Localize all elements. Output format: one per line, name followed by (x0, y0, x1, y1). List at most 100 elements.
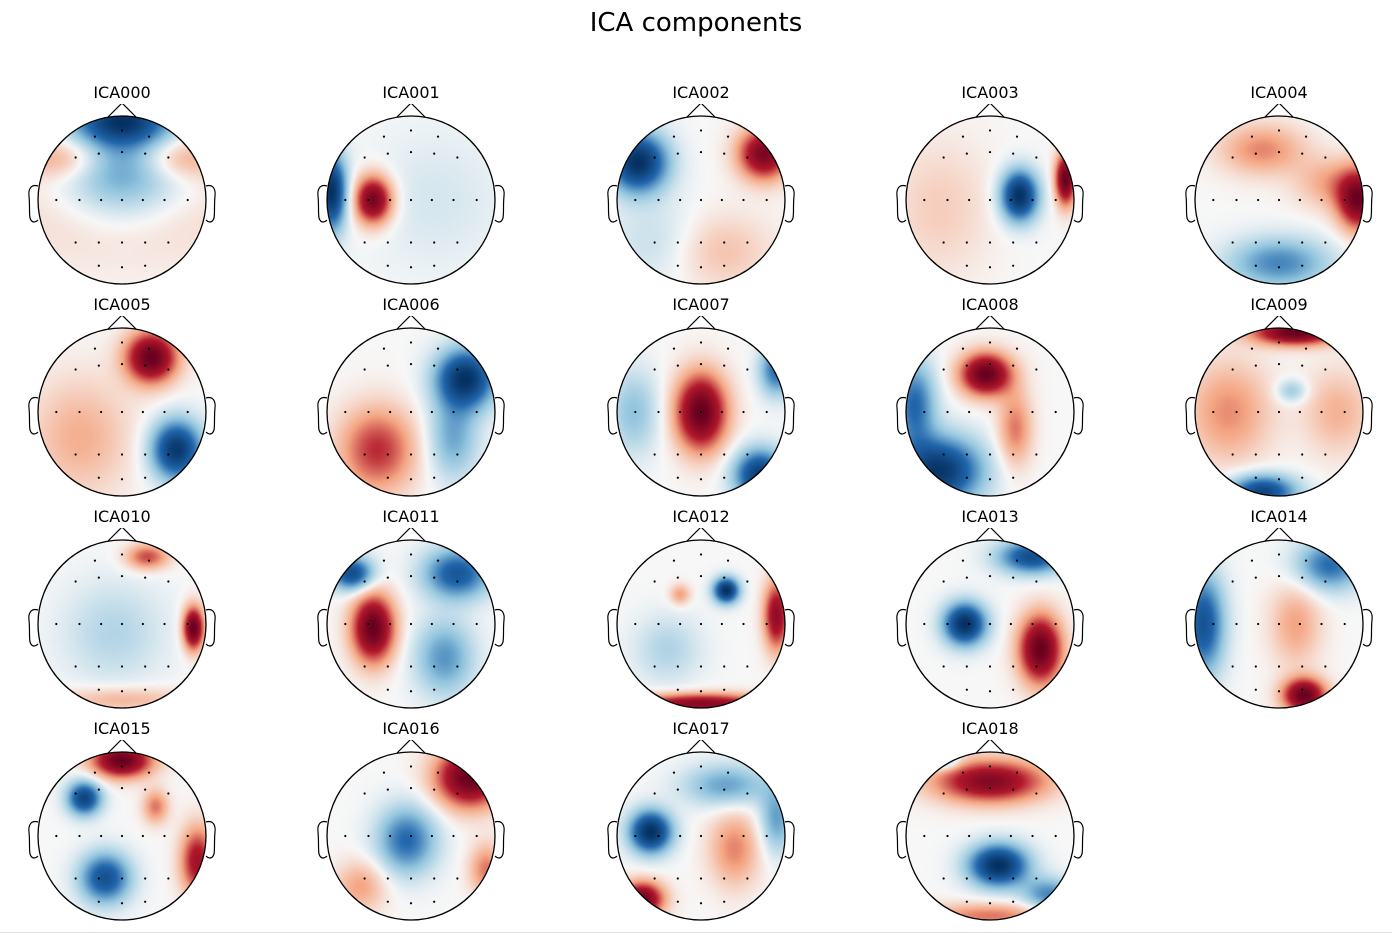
sensor-dot (120, 362, 124, 366)
sensor-dot (74, 665, 77, 668)
topomap-ica017: ICA017 (601, 720, 801, 932)
sensor-dot (942, 453, 945, 456)
nose-outline (975, 104, 1005, 118)
left-ear-outline (28, 184, 39, 223)
right-ear-outline (1073, 184, 1084, 223)
sensor-dot (97, 665, 100, 668)
topomap-ica014: ICA014 (1179, 508, 1379, 720)
topomap-plot (607, 528, 795, 709)
sensor-dot (1324, 241, 1327, 244)
sensor-dot (1298, 198, 1301, 202)
left-ear-outline (607, 608, 618, 647)
sensor-dot (965, 900, 968, 903)
sensor-dot (1054, 834, 1057, 838)
sensor-dot (78, 834, 81, 838)
topomap-title: ICA006 (382, 295, 440, 314)
sensor-dot (100, 622, 103, 626)
sensor-dot (409, 834, 413, 838)
sensor-dot (1301, 476, 1304, 479)
sensor-dot (723, 788, 726, 791)
sensor-dot (723, 264, 726, 267)
sensor-dot (433, 264, 436, 267)
sensor-dot (452, 834, 455, 838)
nose-outline (396, 104, 426, 118)
topomap-plot (1185, 104, 1373, 285)
sensor-dot (1257, 410, 1260, 414)
sensor-dot (100, 410, 103, 414)
topomap-ica009: ICA009 (1179, 296, 1379, 508)
sensor-dot (726, 135, 730, 138)
sensor-dot (167, 665, 170, 668)
sensor-dot (1054, 198, 1057, 202)
right-ear-outline (1073, 396, 1084, 435)
sensor-dot (456, 665, 459, 668)
sensor-dot (409, 665, 413, 668)
sensor-dot (1257, 198, 1260, 202)
sensor-dot (436, 771, 440, 774)
sensor-dot (1012, 576, 1015, 579)
topomap-ica005: ICA005 (22, 296, 222, 508)
sensor-dot (1324, 453, 1327, 456)
sensor-dot (1015, 771, 1019, 774)
topomap-plot (317, 528, 505, 709)
sensor-dot (456, 877, 459, 880)
sensor-dot (1015, 559, 1019, 562)
sensor-dot (120, 690, 124, 693)
right-ear-outline (1362, 184, 1373, 223)
sensor-dot (746, 368, 749, 371)
sensor-dot (1324, 368, 1327, 371)
sensor-dot (676, 900, 679, 903)
topomap-ica018: ICA018 (890, 720, 1090, 932)
sensor-dot (74, 241, 77, 244)
topomap-title: ICA011 (382, 507, 440, 526)
sensor-dot (386, 688, 389, 691)
sensor-dot (946, 198, 949, 202)
sensor-dot (1304, 559, 1308, 562)
sensor-dot (742, 834, 745, 838)
sensor-dot (144, 476, 147, 479)
sensor-dot (55, 622, 58, 626)
sensor-dot (1015, 347, 1019, 350)
sensor-dot (1035, 580, 1038, 583)
sensor-dot (965, 788, 968, 791)
nose-outline (975, 740, 1005, 754)
sensor-dot (367, 622, 370, 626)
sensor-dot (653, 241, 656, 244)
topomap-plot (896, 528, 1084, 709)
sensor-dot (74, 368, 77, 371)
sensor-dot (93, 771, 97, 774)
right-ear-outline (784, 184, 795, 223)
sensor-dot (1235, 622, 1238, 626)
sensor-dot (923, 622, 926, 626)
sensor-dot (699, 266, 703, 269)
figure-title: ICA components (589, 8, 803, 38)
sensor-dot (386, 576, 389, 579)
sensor-dot (97, 241, 100, 244)
left-ear-outline (1185, 184, 1196, 223)
sensor-dot (452, 410, 455, 414)
nose-outline (686, 740, 716, 754)
left-ear-outline (1185, 396, 1196, 435)
nose-outline (686, 316, 716, 330)
sensor-dot (988, 478, 992, 481)
sensor-dot (433, 364, 436, 367)
sensor-dot (389, 198, 392, 202)
sensor-dot (475, 410, 478, 414)
nose-outline (107, 104, 137, 118)
left-ear-outline (607, 184, 618, 223)
topomap-title: ICA017 (672, 719, 730, 738)
sensor-dot (942, 792, 945, 795)
sensor-dot (634, 834, 637, 838)
sensor-dot (1324, 156, 1327, 159)
sensor-dot (746, 156, 749, 159)
sensor-dot (147, 559, 151, 562)
sensor-dot (186, 198, 189, 202)
sensor-dot (723, 688, 726, 691)
sensor-dot (723, 152, 726, 155)
sensor-dot (676, 241, 679, 244)
sensor-dot (723, 476, 726, 479)
head-outline (616, 751, 786, 921)
sensor-dot (363, 792, 366, 795)
sensor-dot (1235, 198, 1238, 202)
sensor-dot (1277, 665, 1281, 668)
